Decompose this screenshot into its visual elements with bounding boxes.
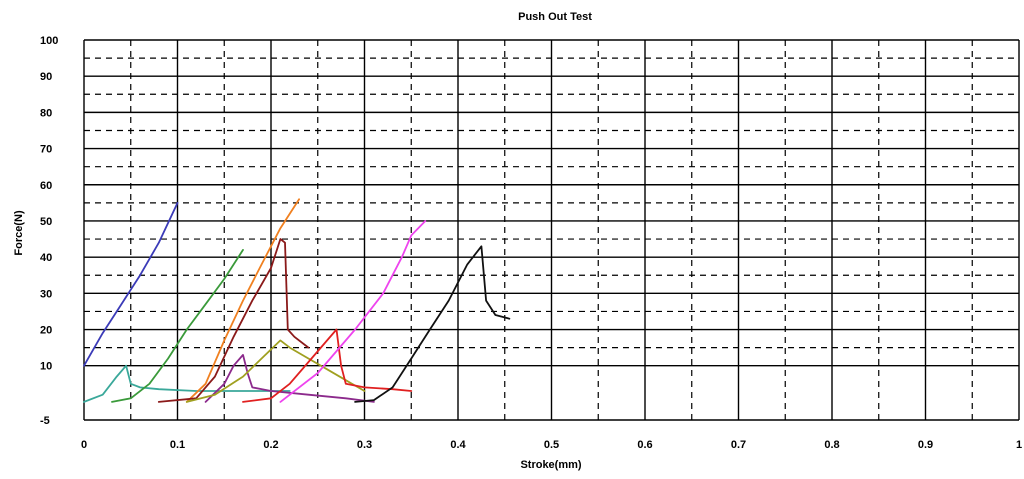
x-tick-label: 0.5 <box>544 439 559 451</box>
x-tick-label: 0.7 <box>731 439 746 451</box>
x-tick-label: 0.8 <box>824 439 839 451</box>
series-line-4 <box>185 198 301 403</box>
x-tick-label: 0 <box>81 439 87 451</box>
series-line-1 <box>83 201 179 367</box>
grid <box>83 39 1020 421</box>
series-line-5 <box>157 238 310 403</box>
y-tick-label: 90 <box>40 71 52 83</box>
series-line-9 <box>279 220 427 403</box>
x-tick-label: 0.6 <box>637 439 652 451</box>
chart-title: Push Out Test <box>518 11 592 23</box>
y-tick-label: -5 <box>40 415 50 427</box>
x-tick-label: 0.2 <box>263 439 278 451</box>
x-tick-label: 0.9 <box>918 439 933 451</box>
y-tick-label: 10 <box>40 361 52 373</box>
x-axis-label: Stroke(mm) <box>520 459 581 471</box>
x-tick-label: 0.1 <box>170 439 185 451</box>
y-tick-label: 40 <box>40 252 52 264</box>
series-group <box>83 198 511 403</box>
y-tick-label: 100 <box>40 35 58 47</box>
series-line-2 <box>83 364 291 403</box>
y-tick-label: 70 <box>40 144 52 156</box>
x-tick-label: 1 <box>1016 439 1022 451</box>
y-axis-label: Force(N) <box>13 210 25 256</box>
y-tick-labels: -5 10 20 30 40 50 60 70 80 90 100 <box>40 35 58 427</box>
y-tick-label: 50 <box>40 216 52 228</box>
x-tick-labels: 0 0.1 0.2 0.3 0.4 0.5 0.6 0.7 0.8 0.9 1 <box>81 439 1022 451</box>
y-tick-label: 80 <box>40 107 52 119</box>
x-tick-label: 0.3 <box>357 439 372 451</box>
y-tick-label: 30 <box>40 288 52 300</box>
y-tick-label: 60 <box>40 180 52 192</box>
y-tick-label: 20 <box>40 325 52 337</box>
series-line-3 <box>111 248 244 403</box>
x-tick-label: 0.4 <box>450 439 466 451</box>
series-line-7 <box>185 339 366 403</box>
series-line-8 <box>242 328 413 403</box>
series-line-10 <box>354 245 511 403</box>
series-line-6 <box>204 353 375 403</box>
